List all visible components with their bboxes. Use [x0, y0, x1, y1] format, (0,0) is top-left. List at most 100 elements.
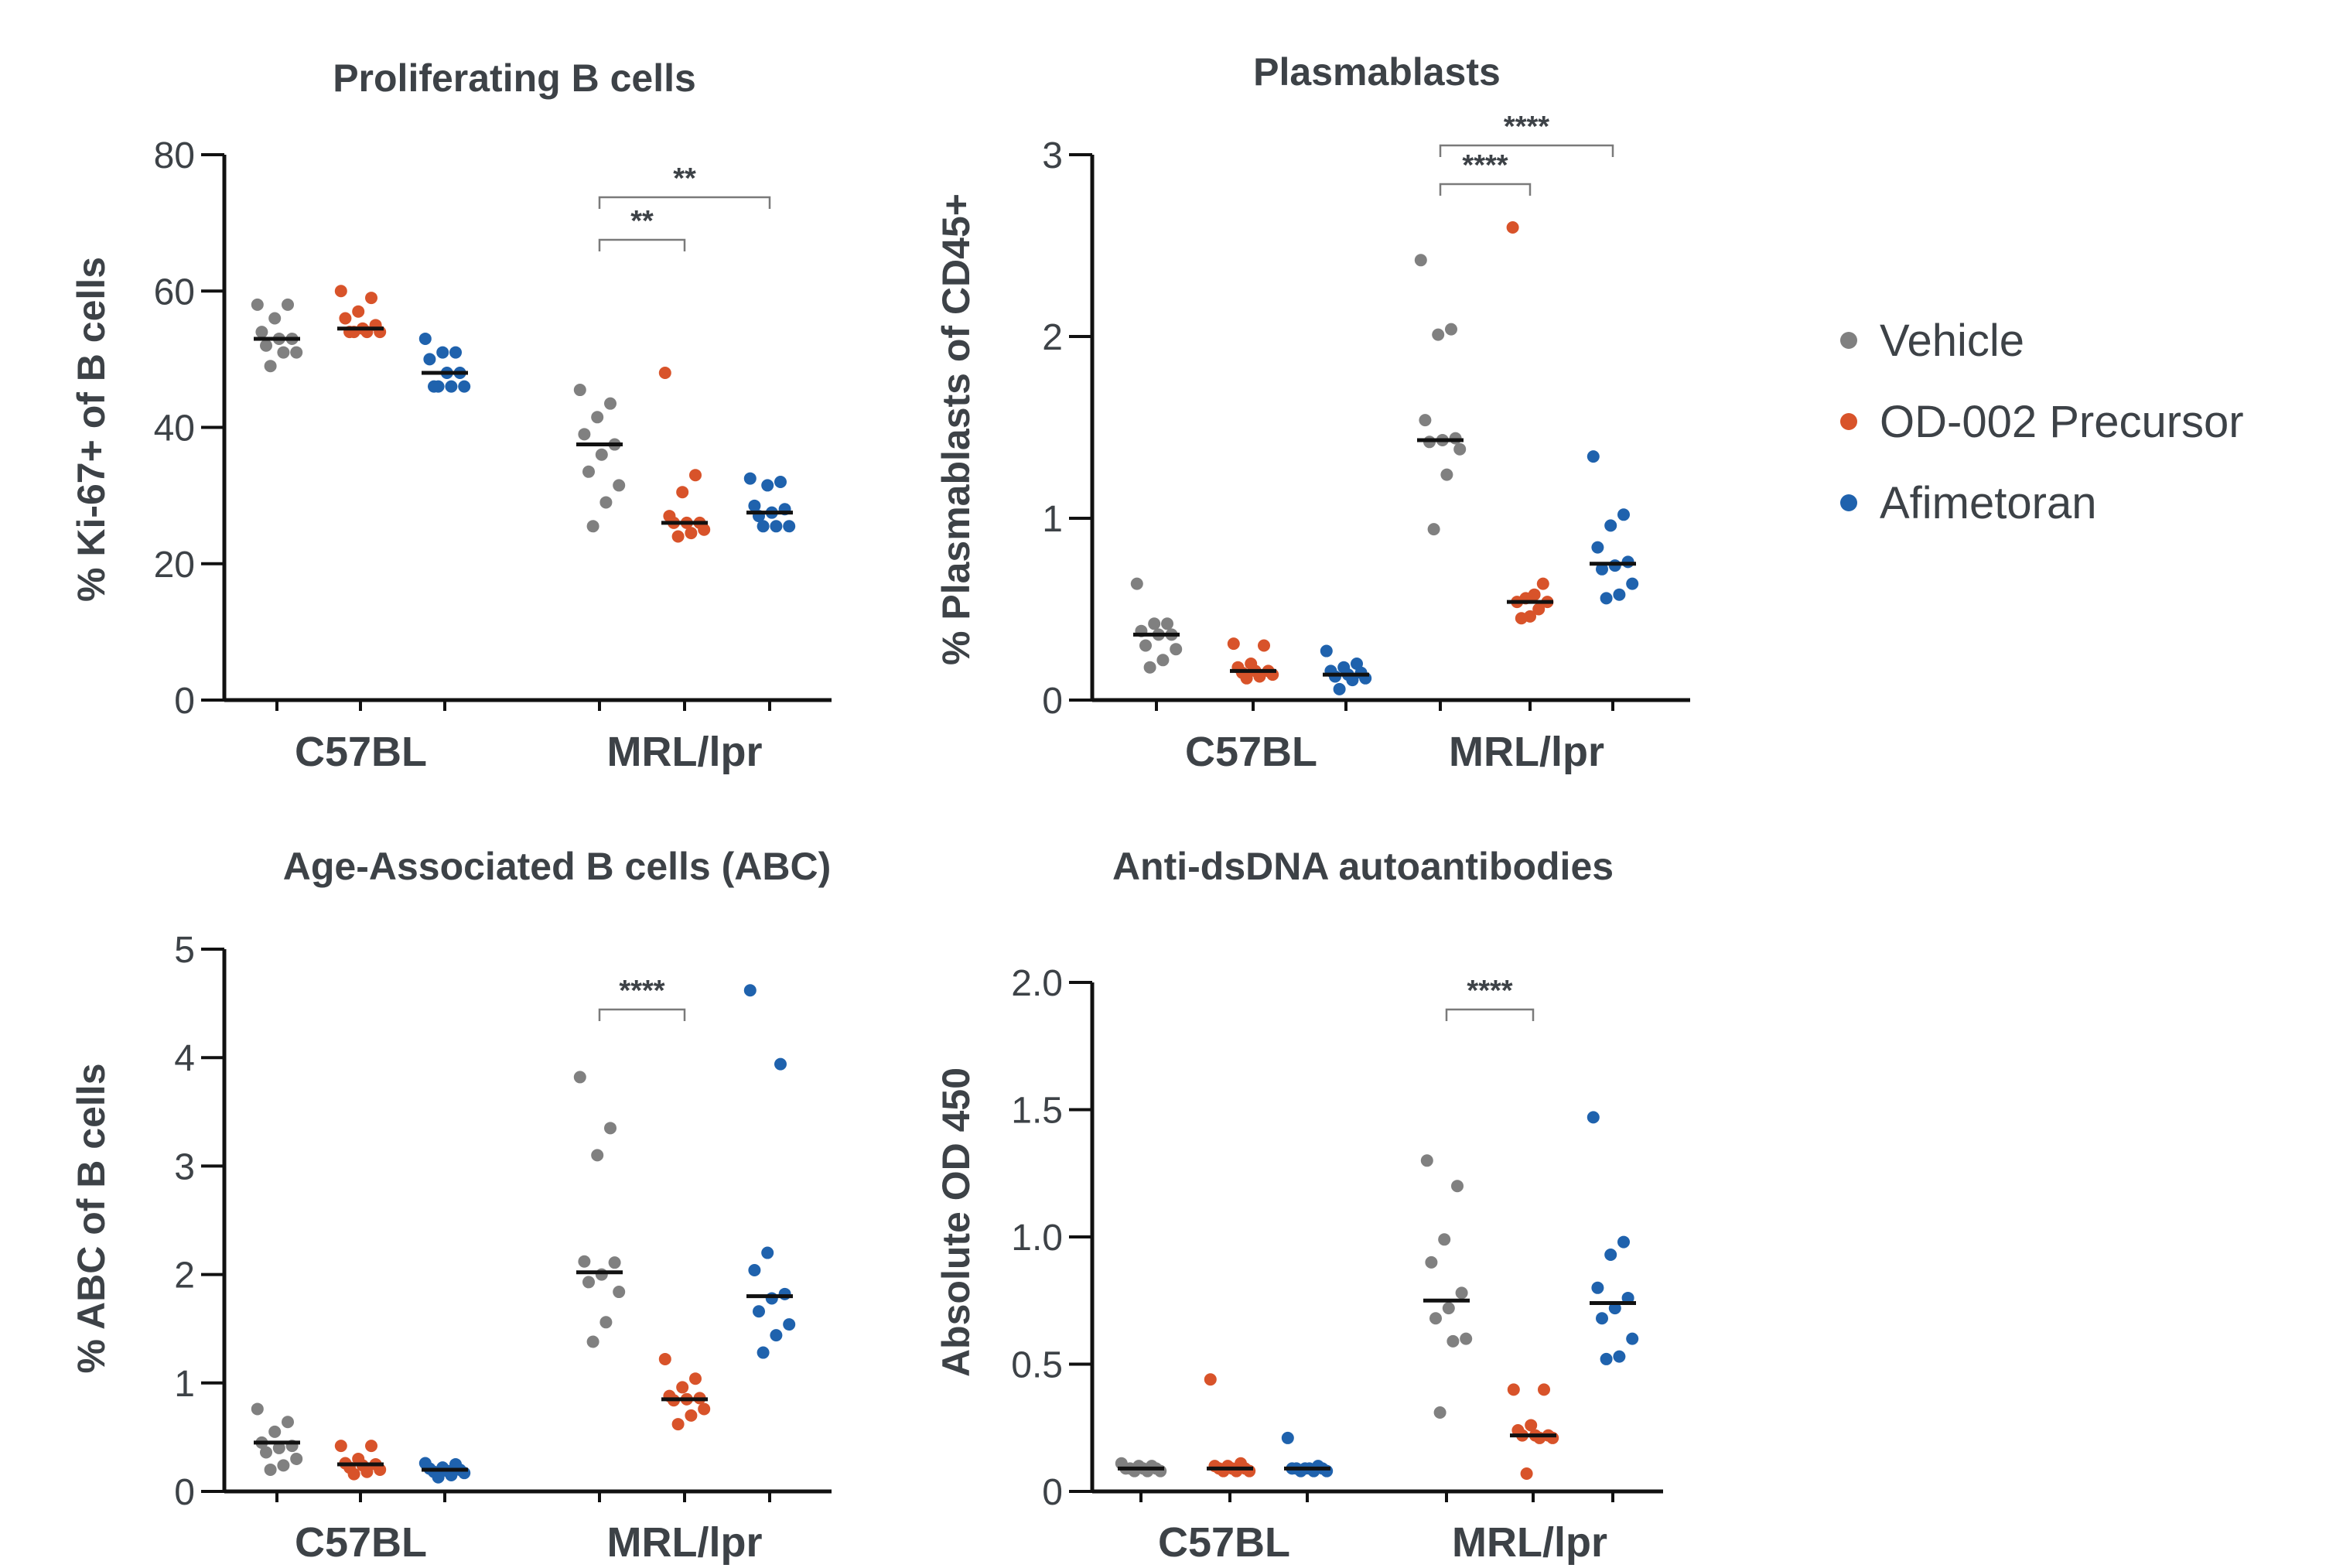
data-point	[1333, 682, 1346, 695]
data-point	[608, 1256, 621, 1269]
data-point	[1626, 1332, 1639, 1345]
y-tick-label: 80	[154, 135, 195, 176]
data-point	[1227, 637, 1240, 651]
data-point	[255, 326, 268, 339]
data-point	[260, 339, 272, 352]
legend-item-od-002-precursor: OD-002 Precursor	[1840, 397, 2244, 447]
chart-title: Age-Associated B cells (ABC)	[283, 845, 832, 888]
data-point	[1538, 1383, 1550, 1396]
y-tick-label: 0	[174, 1472, 195, 1513]
data-point	[1258, 639, 1270, 652]
data-point	[1346, 674, 1359, 687]
data-point	[1161, 617, 1173, 630]
data-point	[1621, 1291, 1634, 1304]
data-point	[1240, 671, 1253, 685]
data-point	[658, 367, 671, 379]
legend-marker-od-002-precursor	[1840, 413, 1857, 430]
data-point	[761, 1246, 774, 1259]
significance-bracket	[598, 196, 771, 209]
data-point	[260, 1446, 272, 1459]
legend-label: OD-002 Precursor	[1880, 397, 2244, 447]
data-point	[445, 380, 458, 393]
data-point	[1525, 1419, 1538, 1432]
data-point	[604, 1122, 617, 1135]
data-point	[1453, 442, 1467, 456]
data-point	[1253, 670, 1266, 683]
group-label: MRL/lpr	[1449, 729, 1604, 775]
y-tick-label: 4	[174, 1038, 195, 1079]
significance-bracket	[598, 1008, 686, 1021]
chart-title: Anti-dsDNA autoantibodies	[1112, 845, 1614, 888]
data-point	[1427, 523, 1440, 536]
significance-bracket	[1439, 183, 1532, 196]
data-point	[1442, 1302, 1455, 1315]
data-point	[599, 1316, 613, 1329]
data-point	[676, 486, 689, 499]
data-point	[599, 496, 613, 509]
data-point	[365, 292, 377, 305]
data-point	[658, 1352, 671, 1365]
data-point	[591, 411, 604, 424]
data-point	[753, 1305, 765, 1318]
y-axis-label: Absolute OD 450	[934, 1068, 978, 1377]
data-point	[1536, 577, 1549, 590]
data-point	[445, 1468, 458, 1481]
y-tick-label: 20	[154, 545, 195, 586]
legend-label: Afimetoran	[1880, 478, 2096, 528]
data-point	[268, 1425, 282, 1438]
data-point	[1596, 1312, 1608, 1325]
data-point	[1520, 1467, 1533, 1480]
significance-label: ****	[1504, 111, 1549, 143]
y-tick-label: 5	[174, 930, 195, 971]
y-tick-label: 1.5	[1011, 1091, 1063, 1132]
data-point	[1617, 508, 1630, 521]
data-point	[1446, 1334, 1460, 1348]
data-point	[1445, 323, 1457, 336]
data-point	[748, 1263, 761, 1276]
group-label: MRL/lpr	[607, 1519, 763, 1566]
group-label: MRL/lpr	[1452, 1519, 1607, 1566]
y-tick-label: 1	[1042, 499, 1063, 540]
group-label: C57BL	[295, 729, 427, 775]
significance-label: ****	[1467, 975, 1512, 1007]
y-axis-label: % ABC of B cells	[70, 1063, 113, 1373]
data-point	[1156, 654, 1170, 667]
data-point	[748, 499, 761, 512]
y-tick-label: 3	[1042, 135, 1063, 176]
data-point	[1460, 1332, 1473, 1345]
data-point	[676, 1381, 689, 1394]
data-point	[1591, 541, 1604, 554]
data-point	[685, 527, 698, 540]
data-point	[339, 312, 352, 325]
significance-label: ****	[619, 975, 664, 1007]
data-point	[578, 1255, 591, 1268]
data-point	[1506, 221, 1519, 234]
data-point	[1600, 1352, 1613, 1365]
significance-label: ****	[1462, 149, 1508, 182]
chart-title: Proliferating B cells	[333, 56, 696, 100]
data-point	[595, 448, 608, 461]
data-point	[1139, 639, 1152, 652]
data-point	[1432, 328, 1445, 341]
data-point	[783, 520, 796, 533]
data-point	[1604, 519, 1617, 532]
data-point	[1613, 1350, 1626, 1363]
chart-title: Plasmablasts	[1253, 50, 1501, 94]
data-point	[671, 530, 685, 543]
data-point	[595, 1268, 608, 1281]
significance-bracket	[598, 238, 686, 251]
data-point	[1596, 562, 1608, 576]
data-point	[1204, 1373, 1217, 1386]
y-tick-label: 0.5	[1011, 1345, 1063, 1386]
y-tick-label: 40	[154, 408, 195, 449]
data-point	[774, 1057, 787, 1071]
data-point	[423, 353, 436, 366]
group-label: C57BL	[1185, 729, 1317, 775]
data-point	[436, 346, 449, 359]
data-point	[757, 1346, 770, 1359]
chart-anti-dsdna-autoantibodies: Anti-dsDNA autoantibodies Absolute OD 45…	[934, 845, 1663, 1566]
data-point	[282, 298, 294, 311]
data-point	[689, 1372, 702, 1385]
data-point	[698, 523, 711, 536]
data-point	[290, 346, 303, 359]
